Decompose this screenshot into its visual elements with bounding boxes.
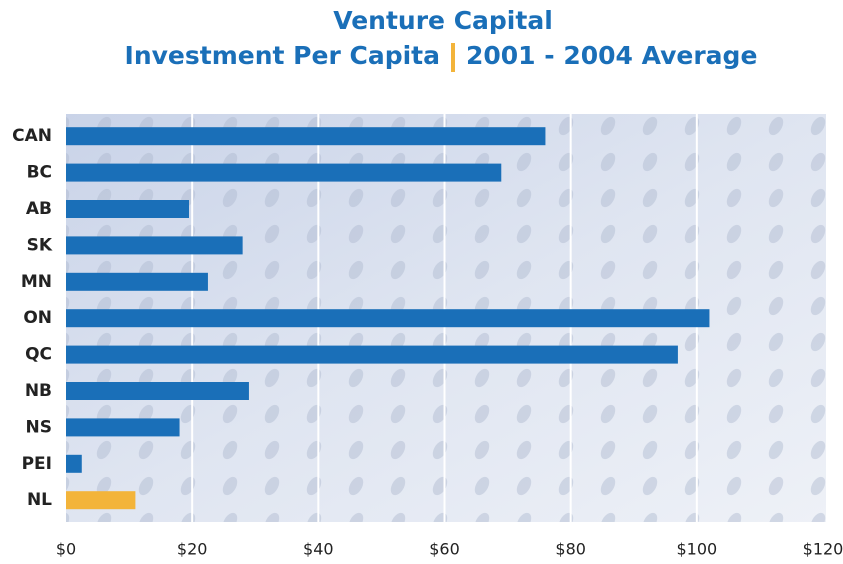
x-tick-label: $120 [803,540,843,559]
x-tick-label: $60 [429,540,460,559]
y-tick-label: NL [27,490,52,510]
x-tick-label: $20 [177,540,208,559]
y-tick-label: BC [27,163,52,183]
x-tick-label: $80 [555,540,586,559]
chart-title: Venture Capital [333,6,553,35]
bar [66,163,502,182]
title-separator [451,43,455,72]
bar [66,491,136,510]
x-tick-label: $40 [303,540,334,559]
y-tick-label: ON [23,308,52,328]
bar [66,418,180,437]
y-tick-label: MN [21,272,52,292]
bar [66,454,82,473]
y-tick-label: PEI [22,454,52,474]
x-tick-label: $100 [676,540,717,559]
bar [66,127,546,146]
y-tick-label: NB [25,381,52,401]
bar [66,272,208,291]
y-tick-label: SK [27,235,53,255]
bar [66,382,249,400]
bar [66,309,710,328]
bar [66,200,190,218]
bar [66,345,678,364]
bar [66,236,243,255]
y-tick-label: QC [25,345,52,365]
y-tick-label: AB [26,199,52,219]
chart-subtitle: 2001 - 2004 Average [466,41,757,70]
chart-subtitle: Investment Per Capita [125,41,440,70]
x-tick-label: $0 [56,540,76,559]
y-tick-label: NS [26,417,52,437]
y-tick-label: CAN [12,126,52,146]
